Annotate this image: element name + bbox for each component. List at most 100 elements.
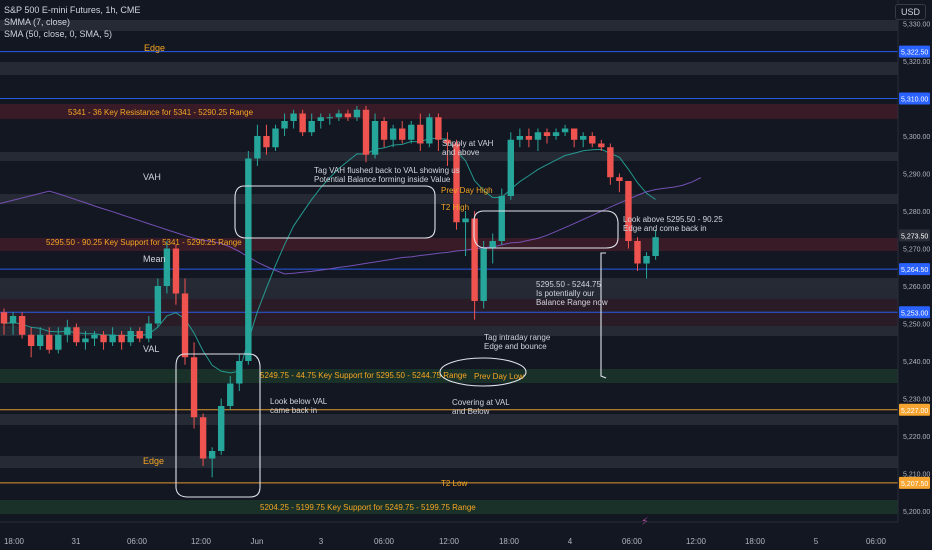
smma-legend[interactable]: SMMA (7, close): [4, 17, 71, 27]
y-tick-label: 5,300.00: [903, 134, 930, 141]
candle-body: [55, 334, 62, 350]
candle-body: [91, 334, 98, 339]
symbol-title[interactable]: S&P 500 E-mini Futures, 1h, CME: [4, 5, 141, 15]
zone-vah-gray: [0, 194, 898, 204]
sma-line: [0, 177, 702, 275]
candle-body: [73, 327, 80, 343]
val-label: VAL: [143, 344, 159, 354]
support-5341-label: 5295.50 - 90.25 Key Support for 5341 - 5…: [46, 238, 242, 247]
x-tick-label: 18:00: [499, 537, 520, 546]
candle-body: [190, 357, 198, 418]
candle-body: [598, 143, 605, 148]
candle-body: [525, 136, 533, 140]
candle-body: [245, 158, 252, 361]
y-tick-label: 5,220.00: [903, 434, 930, 441]
candle-body: [64, 327, 71, 335]
price-label-bg: [899, 476, 930, 489]
y-tick-label: 5,200.00: [903, 509, 930, 516]
zone-val-gray: [0, 326, 898, 336]
candle-body: [272, 128, 279, 148]
y-tick-label: 5,270.00: [903, 247, 930, 254]
candle-body: [145, 323, 152, 339]
candle-body: [254, 136, 261, 159]
candle-body: [82, 338, 89, 343]
level-lines-layer: [0, 51, 898, 484]
candle-body: [426, 117, 433, 144]
candle-body: [100, 334, 107, 343]
price-label-text: 5,227.00: [901, 408, 928, 415]
tag-intraday-label: Edge and bounce: [484, 342, 547, 351]
candle-body: [371, 121, 379, 155]
sma-legend[interactable]: SMA (50, close, 0, SMA, 5): [4, 29, 113, 39]
x-tick-label: 06:00: [622, 537, 643, 546]
x-tick-label: 5: [814, 537, 819, 546]
candle-body: [399, 128, 406, 140]
zone-top-gray: [0, 20, 898, 31]
support-5295-label: 5249.75 - 44.75 Key Support for 5295.50 …: [260, 371, 467, 380]
supply-label: Supply at VAH: [442, 139, 494, 148]
x-tick-label: 06:00: [374, 537, 395, 546]
supply-label: and above: [442, 148, 480, 157]
currency-button[interactable]: USD: [894, 4, 926, 20]
y-tick-label: 5,240.00: [903, 359, 930, 366]
x-tick-label: 06:00: [866, 537, 887, 546]
candle-body: [543, 132, 551, 136]
balance-range-bracket: [600, 252, 607, 379]
candle-body: [199, 417, 207, 459]
t2-high-label: T2 High: [441, 203, 469, 212]
candle-body: [471, 218, 478, 301]
price-label-text: 5,253.00: [901, 310, 928, 317]
candle-body: [9, 316, 17, 324]
candle-body: [344, 113, 352, 118]
candle-body: [616, 177, 623, 181]
candle-body: [408, 124, 415, 140]
candle-body: [335, 113, 343, 118]
price-label-bg: [899, 403, 930, 416]
x-tick-label: 18:00: [745, 537, 766, 546]
look-below-label: Look below VAL: [270, 397, 328, 406]
candle-body: [308, 121, 315, 133]
covering-label: and Below: [452, 407, 490, 416]
candles-layer: [0, 106, 659, 478]
candle-body: [208, 451, 216, 459]
edge-top-label: Edge: [144, 43, 165, 53]
y-tick-label: 5,320.00: [903, 59, 930, 66]
candle-body: [380, 121, 388, 140]
y-tick-label: 5,210.00: [903, 472, 930, 479]
zone-value-area: [0, 288, 898, 299]
x-tick-label: Jun: [251, 537, 264, 546]
zone-bottom-green: [0, 500, 898, 514]
candle-body: [652, 237, 659, 256]
price-label-bg: [899, 306, 930, 319]
price-label-text: 5,207.50: [901, 481, 928, 488]
price-label-bg: [899, 229, 930, 242]
candle-body: [534, 132, 542, 140]
balance-range-label: Is potentially our: [536, 289, 595, 298]
candle-body: [552, 132, 560, 136]
y-tick-label: 5,280.00: [903, 209, 930, 216]
covering-label: Covering at VAL: [452, 398, 510, 407]
zone-key-support-red: [0, 238, 898, 251]
edge-bottom-label: Edge: [143, 456, 164, 466]
price-label-text: 5,264.50: [901, 267, 928, 274]
candle-body: [218, 406, 225, 451]
candle-body: [281, 121, 288, 129]
candle-body: [317, 117, 324, 121]
candle-body: [136, 331, 143, 339]
tag-vah-label: Tag VAH flushed back to VAL showing us: [314, 166, 460, 175]
candle-body: [643, 256, 650, 264]
candle-body: [607, 147, 614, 178]
candle-body: [417, 124, 424, 144]
x-tick-label: 12:00: [439, 537, 460, 546]
candle-body: [634, 241, 641, 264]
look-above-label: Edge and come back in: [623, 224, 707, 233]
mean-label: Mean: [143, 254, 166, 264]
candle-body: [118, 334, 125, 343]
y-tick-label: 5,260.00: [903, 284, 930, 291]
candle-body: [625, 181, 632, 241]
candle-body: [561, 128, 569, 133]
look-above-label: Look above 5295.50 - 90.25: [623, 215, 723, 224]
zone-lower-gray: [0, 414, 898, 425]
